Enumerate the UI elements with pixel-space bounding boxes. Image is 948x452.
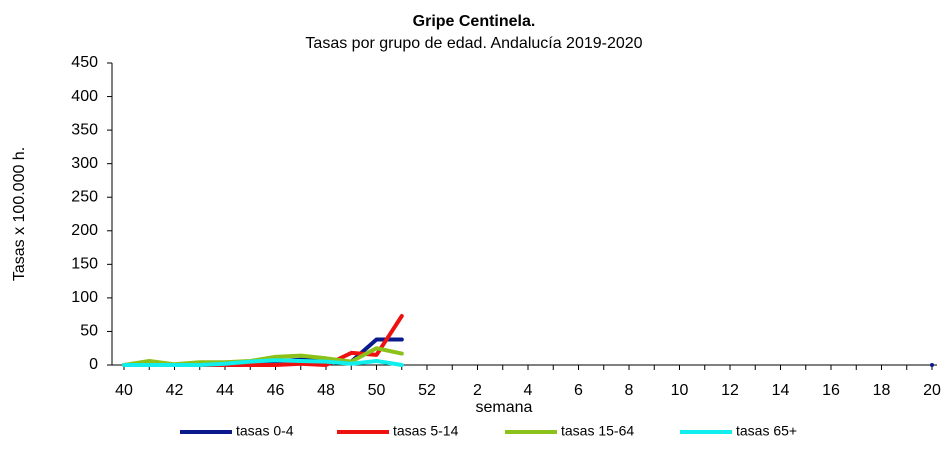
y-tick-label: 50 <box>80 323 98 340</box>
x-tick-label: 12 <box>721 382 739 399</box>
series-line <box>122 358 404 367</box>
legend-label: tasas 0-4 <box>236 423 294 439</box>
y-tick-label: 200 <box>71 222 98 239</box>
x-tick-label: 16 <box>822 382 840 399</box>
y-axis-label: Tasas x 100.000 h. <box>11 147 28 281</box>
x-tick-label: 10 <box>671 382 689 399</box>
x-tick-label: 42 <box>166 382 184 399</box>
x-tick-label: 48 <box>317 382 335 399</box>
x-tick-label: 6 <box>574 382 583 399</box>
x-tick-label: 46 <box>267 382 285 399</box>
chart-title: Gripe Centinela. <box>413 13 536 30</box>
y-tick-label: 400 <box>71 88 98 105</box>
legend-label: tasas 15-64 <box>561 423 634 439</box>
x-tick-label: 14 <box>772 382 790 399</box>
y-tick-label: 450 <box>71 54 98 71</box>
legend-label: tasas 65+ <box>736 423 797 439</box>
chart-subtitle: Tasas por grupo de edad. Andalucía 2019-… <box>305 35 642 52</box>
legend-label: tasas 5-14 <box>393 423 459 439</box>
x-tick-label: 8 <box>625 382 634 399</box>
y-tick-label: 0 <box>89 356 98 373</box>
y-tick-label: 350 <box>71 121 98 138</box>
x-tick-label: 40 <box>115 382 133 399</box>
x-tick-label: 50 <box>368 382 386 399</box>
y-tick-label: 100 <box>71 289 98 306</box>
x-tick-label: 4 <box>524 382 533 399</box>
x-axis-label: semana <box>476 399 533 416</box>
x-tick-label: 18 <box>873 382 891 399</box>
y-tick-label: 250 <box>71 188 98 205</box>
y-tick-label: 300 <box>71 155 98 172</box>
x-tick-label: 52 <box>418 382 436 399</box>
x-tick-label: 44 <box>216 382 234 399</box>
y-tick-label: 150 <box>71 256 98 273</box>
x-tick-label: 20 <box>923 382 941 399</box>
x-tick-label: 2 <box>473 382 482 399</box>
